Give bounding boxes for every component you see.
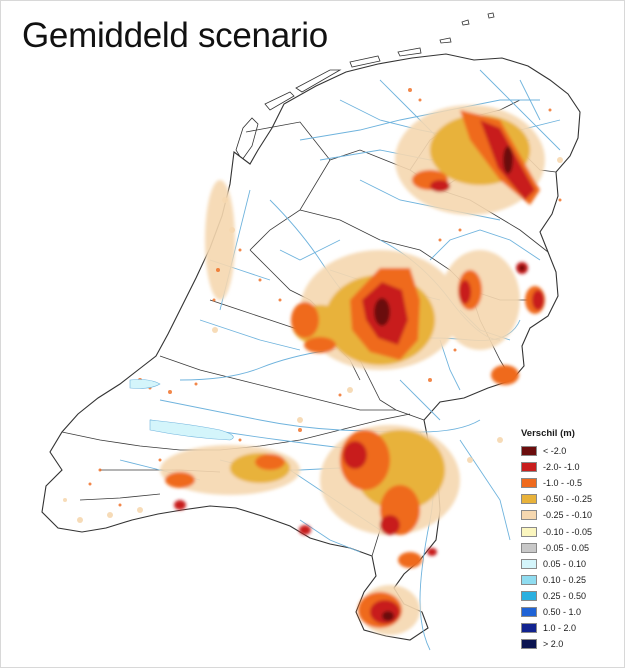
legend-label: > 2.0 <box>543 639 564 650</box>
legend-label: 0.50 - 1.0 <box>543 606 582 617</box>
legend-label: 0.05 - 0.10 <box>543 558 587 569</box>
legend-item: > 2.0 <box>521 636 619 652</box>
map-title: Gemiddeld scenario <box>22 16 328 55</box>
legend-swatch <box>521 510 537 521</box>
legend-swatch <box>521 574 537 585</box>
legend-swatch <box>521 446 537 457</box>
legend-label: -0.05 - 0.05 <box>543 542 590 553</box>
legend-item: < -2.0 <box>521 443 619 459</box>
island-ameland <box>349 55 381 68</box>
island-rottumeroog <box>439 37 452 44</box>
legend-item: -0.25 - -0.10 <box>521 507 619 523</box>
legend-item: 0.25 - 0.50 <box>521 588 619 604</box>
island-vlieland <box>264 91 295 111</box>
legend-item: 0.05 - 0.10 <box>521 556 619 572</box>
water-bodies <box>129 379 234 441</box>
legend-swatch <box>521 590 537 601</box>
legend-label: -0.25 - -0.10 <box>543 510 593 521</box>
legend-label: -1.0 - -0.5 <box>543 478 583 489</box>
legend-label: 0.25 - 0.50 <box>543 590 587 601</box>
legend: Verschil (m) < -2.0 -2.0- -1.0 -1.0 - -0.5… <box>521 428 619 653</box>
legend-swatch <box>521 542 537 553</box>
wadden-islands <box>235 12 495 161</box>
legend-swatch <box>521 623 537 634</box>
legend-swatch <box>521 462 537 473</box>
legend-item: 1.0 - 2.0 <box>521 620 619 636</box>
legend-swatch <box>521 606 537 617</box>
legend-swatch <box>521 494 537 505</box>
legend-title: Verschil (m) <box>521 428 575 439</box>
speckles <box>88 88 562 507</box>
legend-swatch <box>521 526 537 537</box>
legend-label: -0.50 - -0.25 <box>543 494 593 505</box>
legend-item: 0.50 - 1.0 <box>521 604 619 620</box>
island-texel <box>235 117 259 161</box>
difference-zones <box>160 105 545 635</box>
legend-swatch <box>521 478 537 489</box>
legend-label: -0.10 - -0.05 <box>543 526 593 537</box>
legend-item: -0.10 - -0.05 <box>521 523 619 539</box>
legend-item: -0.50 - -0.25 <box>521 491 619 507</box>
speckles-light <box>63 157 563 523</box>
island-terschelling <box>295 69 342 93</box>
legend-item: -2.0- -1.0 <box>521 459 619 475</box>
legend-item: 0.10 - 0.25 <box>521 572 619 588</box>
island-small-1 <box>461 19 470 26</box>
legend-label: -2.0- -1.0 <box>543 462 580 473</box>
zone-dark-red <box>374 146 525 621</box>
legend-label: 1.0 - 2.0 <box>543 623 577 634</box>
legend-swatch <box>521 558 537 569</box>
legend-item: -1.0 - -0.5 <box>521 475 619 491</box>
legend-items: < -2.0 -2.0- -1.0 -1.0 - -0.5 -0.50 - -0.25… <box>521 443 619 652</box>
legend-label: 0.10 - 0.25 <box>543 574 587 585</box>
legend-item: -0.05 - 0.05 <box>521 540 619 556</box>
legend-label: < -2.0 <box>543 446 567 457</box>
island-small-2 <box>487 12 495 19</box>
island-schiermonnikoog <box>397 47 422 57</box>
legend-swatch <box>521 639 537 650</box>
